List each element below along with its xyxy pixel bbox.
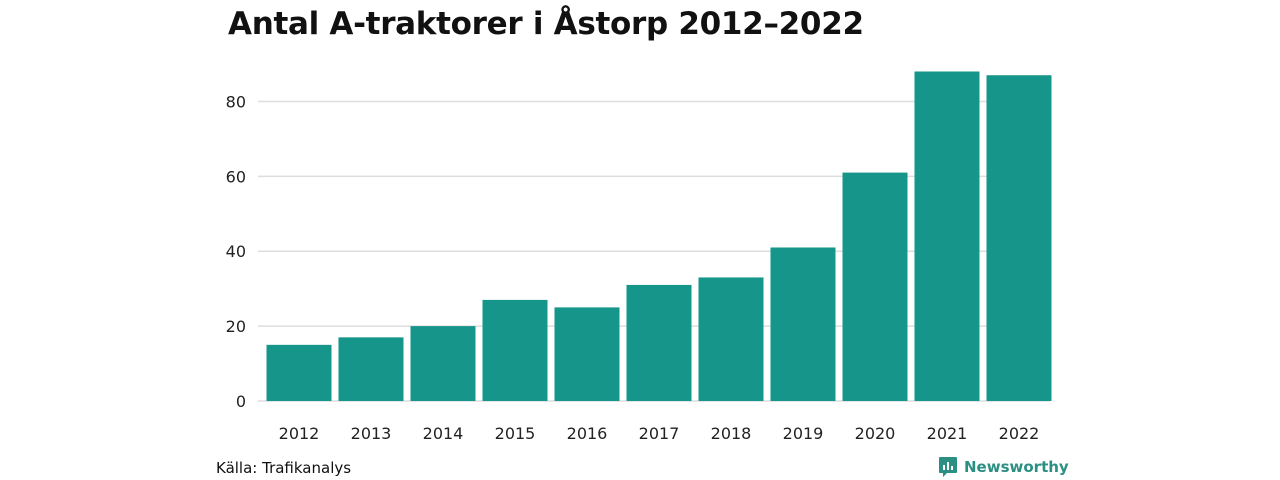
- bar: [698, 277, 764, 401]
- bars: [266, 71, 1052, 401]
- x-tick-label: 2020: [855, 424, 896, 443]
- x-tick-label: 2015: [495, 424, 536, 443]
- x-tick-label: 2018: [711, 424, 752, 443]
- bar: [554, 307, 620, 401]
- brand-name: Newsworthy: [964, 458, 1069, 476]
- chart-title: Antal A-traktorer i Åstorp 2012–2022: [228, 6, 864, 42]
- x-tick-label: 2017: [639, 424, 680, 443]
- y-tick-label: 20: [226, 317, 246, 336]
- y-tick-label: 80: [226, 92, 246, 111]
- bar: [338, 337, 404, 401]
- bar: [986, 75, 1052, 401]
- y-tick-label: 0: [236, 392, 246, 411]
- bar: [266, 344, 332, 401]
- y-tick-label: 40: [226, 242, 246, 261]
- x-axis-ticks: 2012 2013 2014 2015 2016 2017 2018 2019 2020 2021…: [279, 424, 1040, 443]
- x-tick-label: 2016: [567, 424, 608, 443]
- bar: [770, 247, 836, 401]
- bar: [842, 172, 908, 401]
- x-tick-label: 2022: [999, 424, 1040, 443]
- bar: [914, 71, 980, 401]
- bar: [626, 284, 692, 401]
- y-tick-label: 60: [226, 167, 246, 186]
- bar: [482, 299, 548, 401]
- x-tick-label: 2012: [279, 424, 320, 443]
- y-axis-ticks: 0 20 40 60 80: [226, 92, 246, 411]
- x-tick-label: 2019: [783, 424, 824, 443]
- x-tick-label: 2014: [423, 424, 464, 443]
- newsworthy-logo-icon: [939, 457, 957, 477]
- x-tick-label: 2013: [351, 424, 392, 443]
- brand: Newsworthy: [938, 456, 1069, 478]
- source-note: Källa: Trafikanalys: [216, 459, 352, 477]
- bar: [410, 326, 476, 401]
- x-tick-label: 2021: [927, 424, 968, 443]
